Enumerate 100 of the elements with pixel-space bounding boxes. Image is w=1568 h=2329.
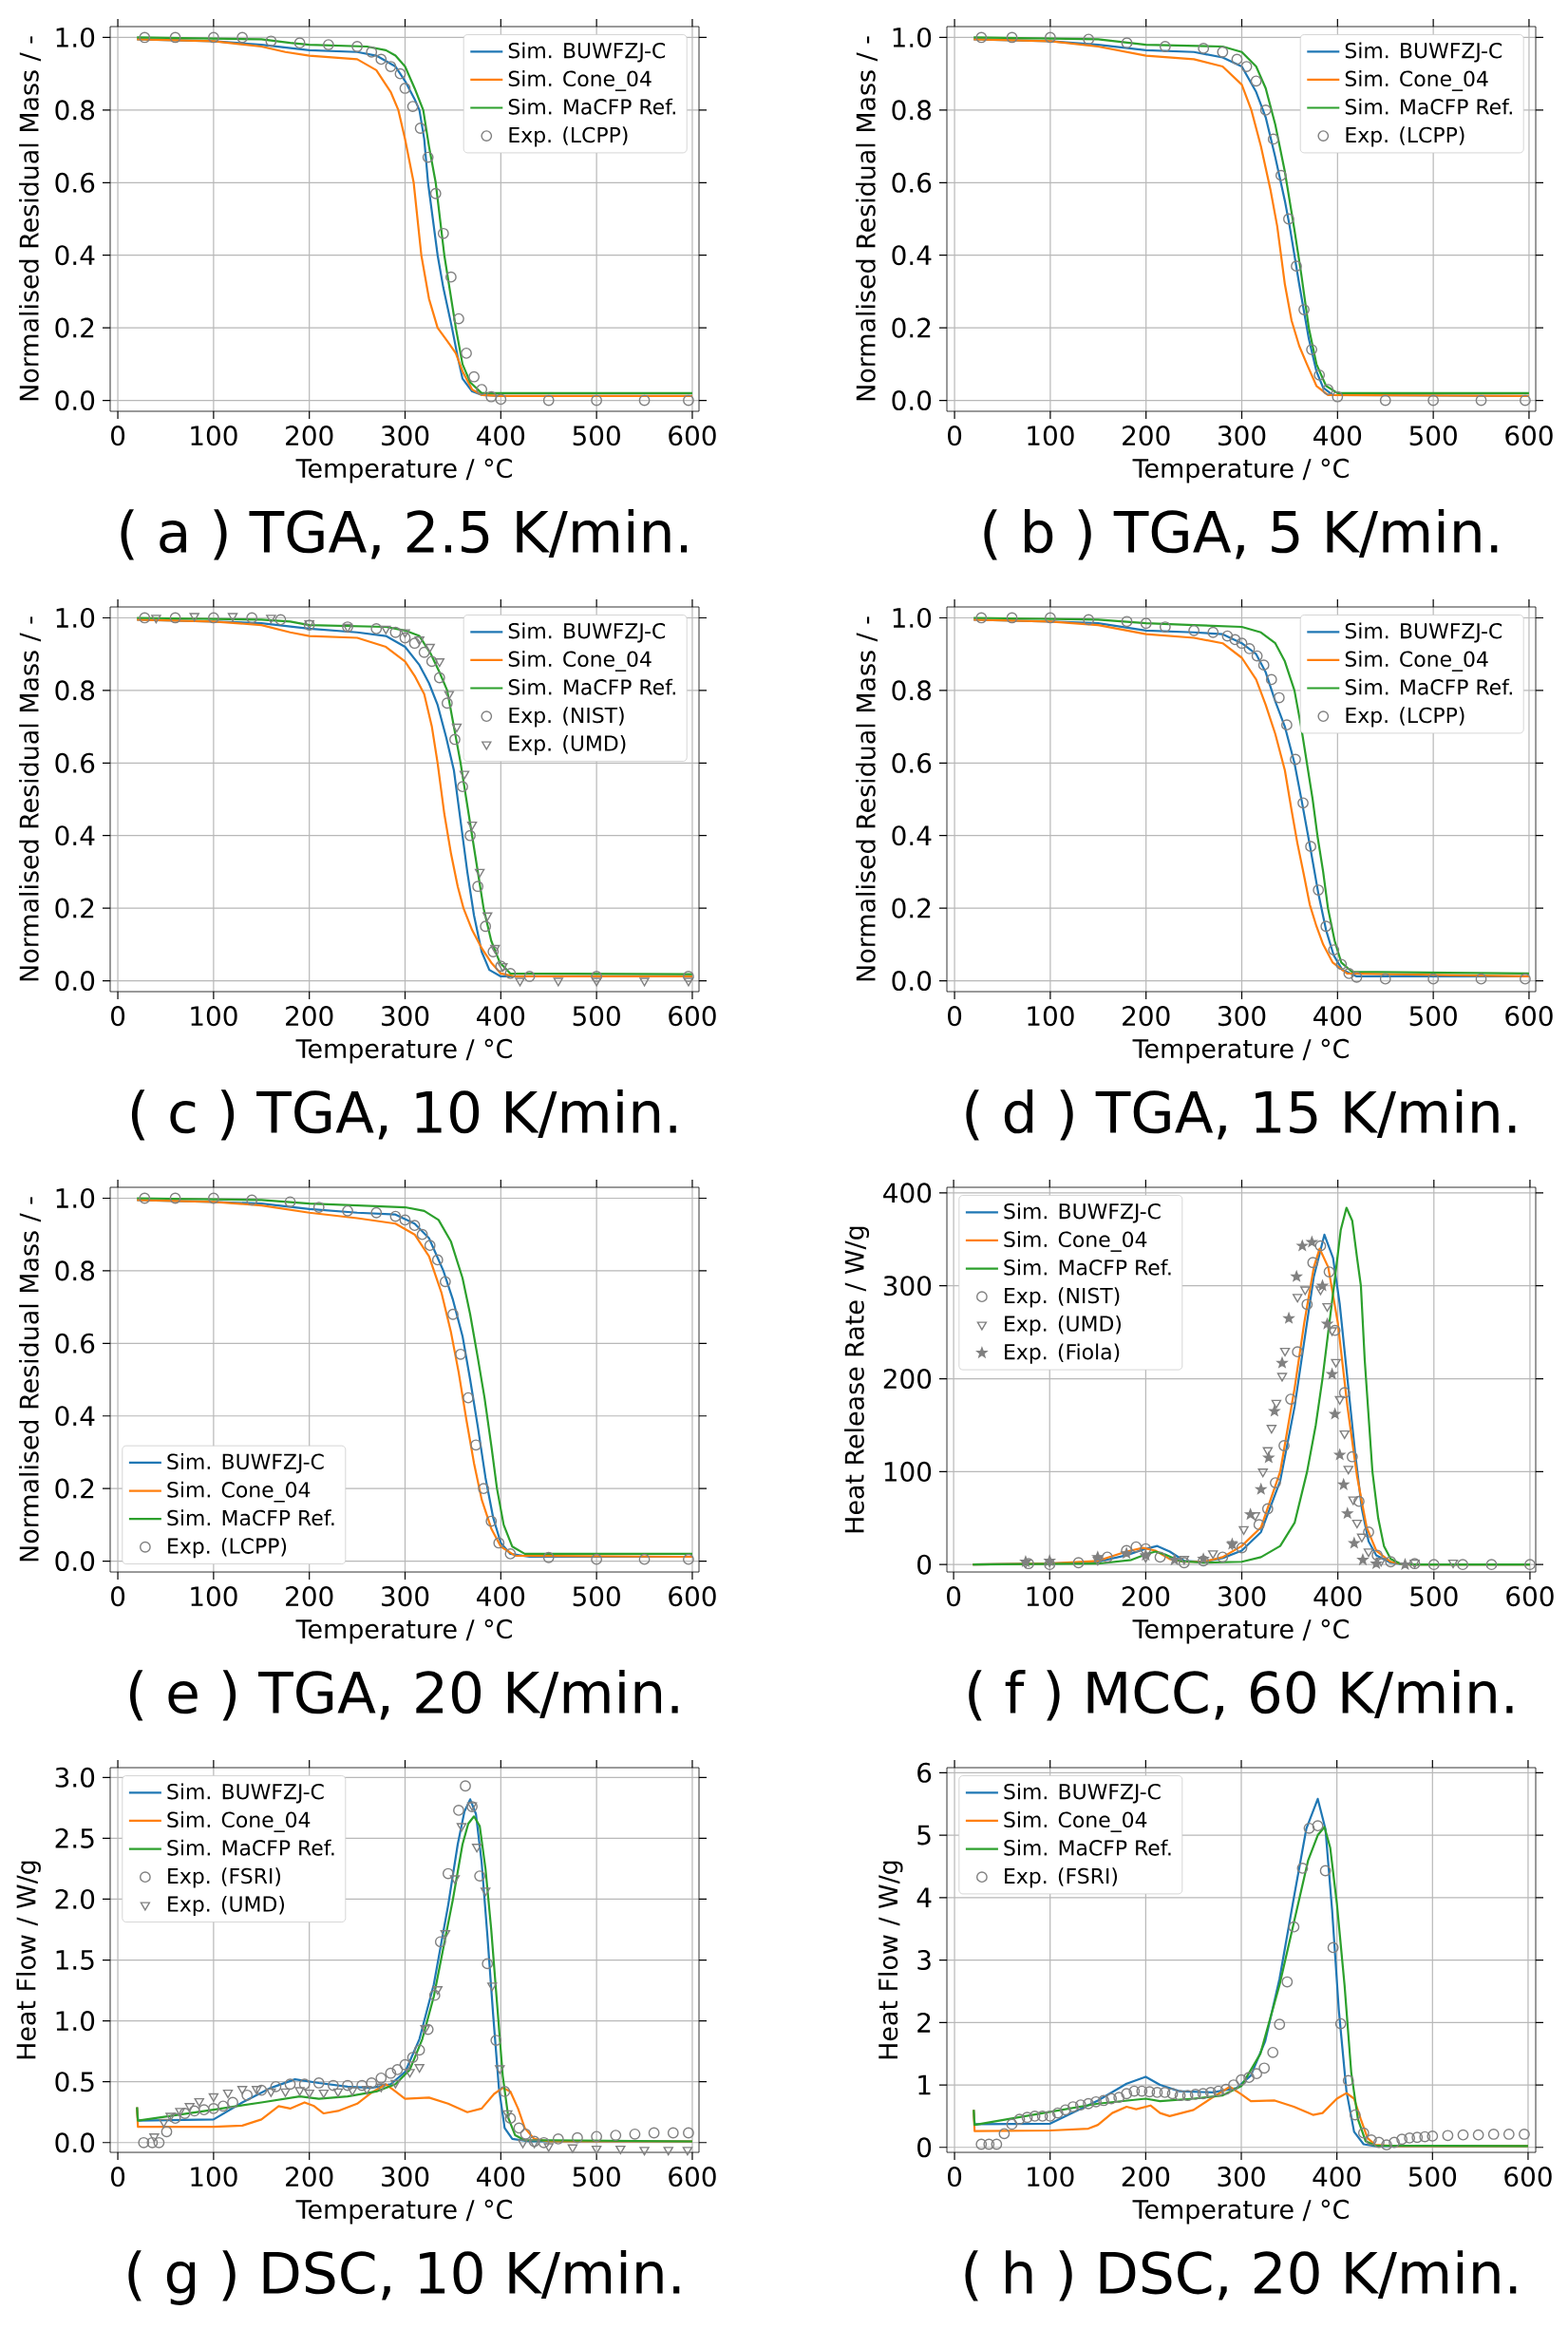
point — [442, 1867, 454, 1880]
x-tick-label: 600 — [1505, 1006, 1553, 1027]
point — [1217, 46, 1229, 58]
text: ( a ) TGA, 2.5 K/min. — [121, 509, 688, 560]
point — [1300, 1286, 1311, 1296]
point — [1323, 1266, 1335, 1278]
point — [1243, 643, 1256, 654]
point — [440, 1930, 451, 1940]
point — [591, 394, 603, 407]
point — [1343, 968, 1355, 979]
point — [416, 1228, 428, 1240]
point — [246, 612, 258, 624]
y-tick-label: 1.0 — [56, 1187, 95, 1209]
point — [543, 2143, 554, 2152]
point — [495, 393, 507, 406]
point — [389, 1210, 402, 1222]
point — [453, 312, 464, 325]
x-axis-title: Temperature / °C — [295, 2199, 512, 2225]
y-axis-title: Heat Flow / W/g — [878, 1861, 903, 2059]
point — [1331, 1358, 1341, 1368]
point — [422, 151, 434, 163]
point — [198, 2104, 210, 2116]
point — [431, 1254, 444, 1266]
point — [553, 977, 564, 987]
point — [490, 2035, 502, 2047]
y-tick-label: 0.0 — [55, 2132, 95, 2153]
y-tick-label: 0.6 — [55, 172, 95, 193]
y-tick-label: 0.0 — [55, 389, 95, 411]
point — [1427, 394, 1440, 407]
point — [1291, 260, 1302, 273]
point — [241, 2089, 254, 2101]
x-axis-title: Temperature / °C — [295, 458, 512, 483]
point — [169, 1192, 181, 1204]
point — [1334, 1449, 1346, 1460]
point — [294, 2087, 305, 2096]
point — [1276, 1373, 1288, 1382]
x-tick-label: 600 — [669, 426, 716, 446]
x-tick-label: 500 — [573, 426, 620, 446]
point — [298, 2078, 311, 2091]
point — [1270, 1477, 1281, 1489]
y-tick-label: 0 — [917, 2137, 932, 2158]
point — [1322, 384, 1334, 395]
point — [434, 658, 444, 668]
point — [515, 977, 525, 987]
legend-label: Exp. (NIST) — [509, 707, 624, 728]
point — [391, 2063, 404, 2075]
point — [1276, 1357, 1288, 1368]
point — [1315, 1286, 1326, 1296]
point — [1348, 1496, 1359, 1505]
point — [322, 39, 334, 50]
y-tick-label: 0.6 — [892, 752, 932, 773]
x-tick-label: 0 — [947, 1586, 961, 1607]
point — [638, 1553, 651, 1565]
point — [639, 2147, 650, 2156]
x-tick-label: 600 — [669, 2167, 716, 2187]
point — [468, 370, 480, 383]
point — [457, 781, 468, 793]
y-tick-label: 0.8 — [892, 680, 932, 701]
x-tick-label: 0 — [948, 2167, 962, 2187]
point — [975, 31, 988, 44]
point — [487, 1982, 498, 1992]
y-tick-label: 0.8 — [55, 100, 95, 121]
legend-label: Sim. Cone_04 — [1004, 1811, 1147, 1832]
x-axis-title: Temperature / °C — [1132, 2199, 1349, 2225]
point — [252, 2086, 262, 2095]
x-tick-label: 500 — [573, 1586, 620, 1607]
point — [1178, 1557, 1190, 1569]
point — [399, 632, 411, 644]
y-tick-label: 0.6 — [55, 752, 95, 773]
point — [591, 977, 602, 987]
point — [459, 770, 470, 780]
x-tick-label: 300 — [1219, 1006, 1266, 1027]
point — [456, 1823, 467, 1832]
point — [682, 2147, 693, 2156]
x-tick-label: 600 — [669, 1006, 716, 1027]
y-tick-label: 1.0 — [893, 27, 932, 48]
point — [504, 2112, 517, 2125]
y-tick-label: 2.5 — [55, 1827, 94, 1848]
x-tick-label: 0 — [111, 426, 125, 446]
point — [1273, 691, 1285, 704]
x-tick-label: 200 — [286, 1006, 333, 1027]
x-tick-label: 200 — [1123, 1006, 1170, 1027]
x-tick-label: 100 — [191, 1586, 237, 1607]
x-tick-label: 200 — [286, 1586, 333, 1607]
point — [529, 2139, 539, 2149]
point — [1083, 33, 1095, 46]
point — [1292, 1346, 1304, 1358]
y-tick-label: 0.8 — [55, 1260, 95, 1281]
y-tick-label: 0.4 — [55, 825, 95, 846]
x-tick-label: 200 — [1122, 2167, 1170, 2187]
legend-label: Exp. (FSRI) — [168, 1867, 281, 1888]
point — [1370, 1558, 1382, 1569]
text: ( d ) TGA, 15 K/min. — [966, 1089, 1516, 1141]
point — [1297, 797, 1309, 809]
point — [1351, 971, 1363, 983]
point — [222, 2089, 234, 2099]
text: ( h ) DSC, 20 K/min. — [965, 2250, 1517, 2301]
point — [356, 2079, 368, 2092]
point — [139, 1192, 151, 1204]
x-tick-label: 500 — [1409, 1006, 1457, 1027]
